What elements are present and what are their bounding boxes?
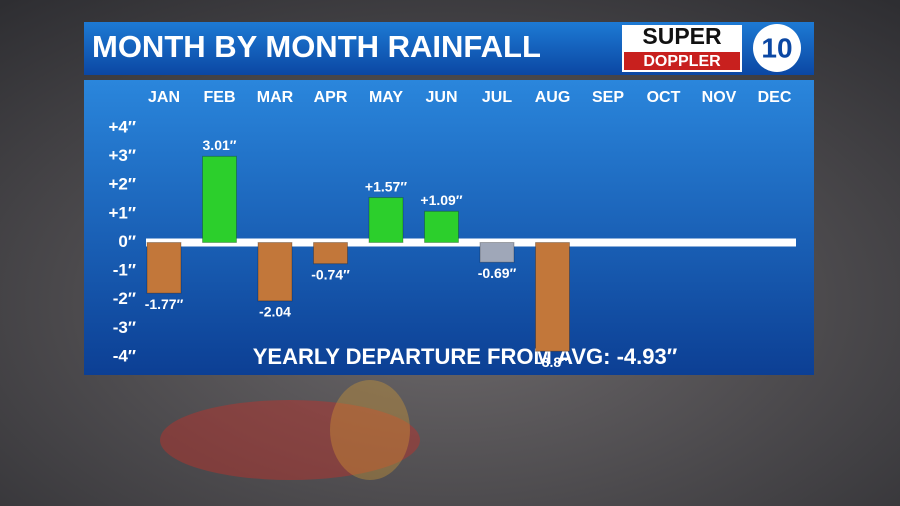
bar	[202, 155, 237, 243]
value-label: -3.8″	[537, 354, 568, 370]
y-tick-label: +3″	[108, 146, 136, 165]
x-tick-label: FEB	[204, 89, 236, 106]
y-tick-label: 0″	[118, 232, 136, 251]
logo-bottom: DOPPLER	[643, 53, 721, 70]
logo-number: 10	[761, 32, 792, 63]
value-label: 3.01″	[203, 137, 237, 153]
x-tick-label: MAR	[257, 89, 294, 106]
bar	[424, 210, 459, 244]
x-tick-label: MAY	[369, 89, 403, 106]
y-tick-label: -1″	[113, 261, 136, 280]
background-light	[330, 380, 410, 480]
x-tick-label: APR	[314, 89, 348, 106]
zero-line	[146, 238, 796, 247]
value-label: +1.57″	[365, 178, 407, 194]
chart-title: MONTH BY MONTH RAINFALL	[92, 29, 541, 64]
logo: SUPER DOPPLER 10	[622, 23, 801, 72]
bar	[146, 242, 182, 294]
logo-strip	[624, 52, 740, 70]
background-light	[160, 400, 420, 480]
y-tick-label: +2″	[108, 175, 136, 194]
x-tick-label: JUL	[482, 89, 512, 106]
x-tick-label: OCT	[647, 89, 681, 106]
x-tick-label: SEP	[592, 89, 624, 106]
x-tick-label: DEC	[758, 89, 792, 106]
y-tick-label: -3″	[113, 318, 136, 337]
value-label: -2.04	[259, 304, 291, 320]
value-label: -0.74″	[311, 266, 350, 282]
y-tick-label: -2″	[113, 289, 136, 308]
x-tick-label: JAN	[148, 89, 180, 106]
bar	[479, 242, 515, 263]
value-label: -0.69″	[478, 265, 517, 281]
bar	[257, 242, 293, 302]
bar	[313, 242, 348, 265]
annotation: YEARLY DEPARTURE FROM AVG: -4.93″	[253, 344, 678, 369]
y-tick-label: +1″	[108, 203, 136, 222]
value-label: -1.77″	[145, 296, 184, 312]
x-tick-label: AUG	[535, 89, 571, 106]
y-tick-label: -4″	[113, 346, 136, 365]
logo-top: SUPER	[642, 23, 722, 49]
x-tick-label: NOV	[702, 89, 737, 106]
y-tick-label: +4″	[108, 117, 136, 136]
x-tick-label: JUN	[425, 89, 457, 106]
bar	[368, 197, 404, 243]
bar	[535, 242, 570, 352]
logo-circle	[753, 24, 801, 72]
value-label: +1.09″	[420, 192, 462, 208]
